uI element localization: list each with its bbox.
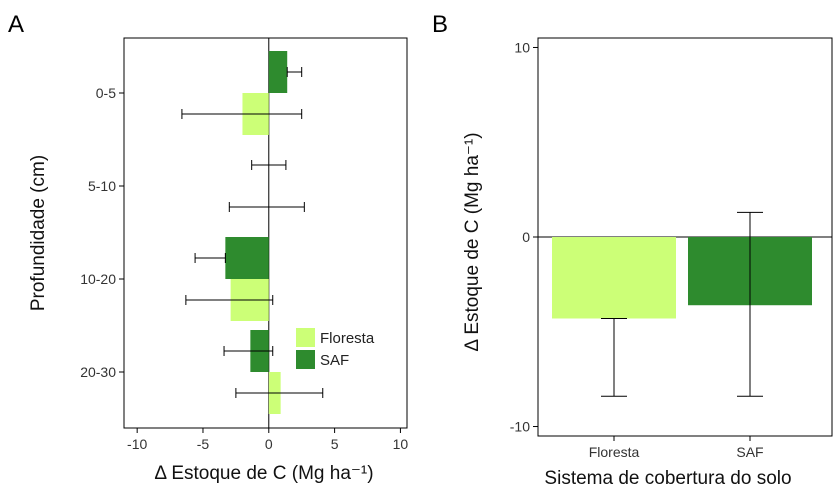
legend-label-saf: SAF (320, 352, 349, 369)
panel-b-ylabel: Δ Estoque de C (Mg ha⁻¹) (462, 132, 483, 351)
x-tick-label: 5 (331, 436, 339, 452)
x-tick-label: Floresta (589, 444, 640, 460)
legend-swatch-saf (296, 350, 315, 369)
y-tick-label: 10 (514, 39, 530, 55)
x-tick-label: SAF (736, 444, 763, 460)
y-tick-label: 10-20 (80, 271, 116, 287)
legend-label-floresta: Floresta (320, 330, 375, 347)
legend: Floresta SAF (296, 328, 375, 369)
x-tick-label: 0 (265, 436, 273, 452)
legend-swatch-floresta (296, 328, 315, 347)
y-tick-label: 5-10 (88, 178, 116, 194)
panel-a-ylabel: Profundidade (cm) (28, 155, 49, 311)
panel-b-letter: B (432, 11, 448, 38)
bar-floresta (552, 237, 676, 319)
panel-a-letter: A (8, 11, 24, 38)
x-tick-label: 10 (393, 436, 409, 452)
panel-b-chart: Sistema de cobertura do solo Δ Estoque d… (462, 37, 833, 489)
y-tick-label: -10 (510, 419, 530, 435)
bar-saf-10-20 (225, 237, 269, 279)
y-tick-label: 0 (522, 229, 530, 245)
x-tick-label: -10 (127, 436, 147, 452)
panel-a-chart: Δ Estoque de C (Mg ha⁻¹) Profundidade (c… (28, 37, 409, 484)
y-tick-label: 0-5 (96, 85, 116, 101)
panel-a-xlabel: Δ Estoque de C (Mg ha⁻¹) (154, 463, 373, 484)
bar-saf-0-5 (268, 51, 288, 93)
y-tick-label: 20-30 (80, 364, 116, 380)
panel-b-xlabel: Sistema de cobertura do solo (544, 468, 791, 489)
panel-a-frame (123, 37, 408, 429)
x-tick-label: -5 (197, 436, 210, 452)
